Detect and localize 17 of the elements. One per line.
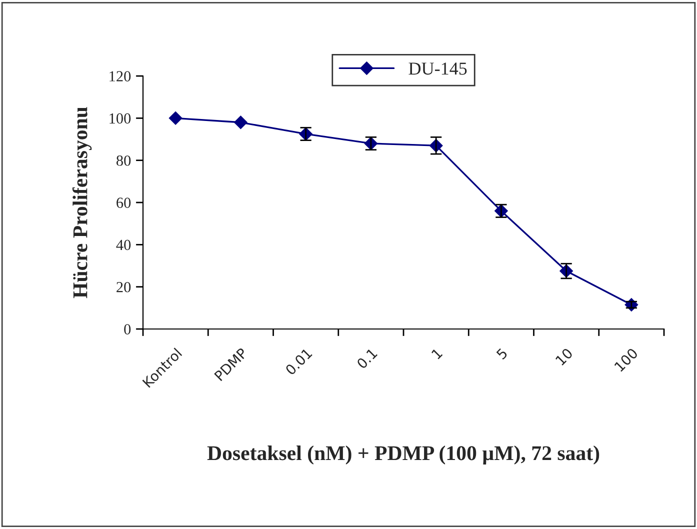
point	[168, 112, 182, 125]
x-tick-label: 10	[555, 348, 574, 366]
x-tick-label: 1	[431, 348, 443, 360]
x-tick-label: 0.1	[356, 348, 378, 370]
y-tick-label: 20	[116, 282, 131, 292]
y-tick-label: 60	[116, 198, 131, 208]
legend-label: DU-145	[408, 62, 467, 75]
y-tick-label: 120	[110, 71, 131, 82]
y-tick-label: 80	[116, 155, 131, 166]
y-axis-title: Hücre Proliferasyonu	[72, 107, 92, 298]
y-tick-label: 0	[124, 324, 131, 334]
y-tick-label: 100	[110, 113, 131, 124]
y-tick-label: 40	[116, 240, 131, 250]
x-tick-label: 5	[496, 348, 508, 360]
x-tick-label: 100	[614, 348, 638, 372]
point	[234, 116, 248, 129]
x-axis-title: Dosetaksel (nM) + PDMP (100 µM), 72 saat)	[207, 446, 600, 464]
